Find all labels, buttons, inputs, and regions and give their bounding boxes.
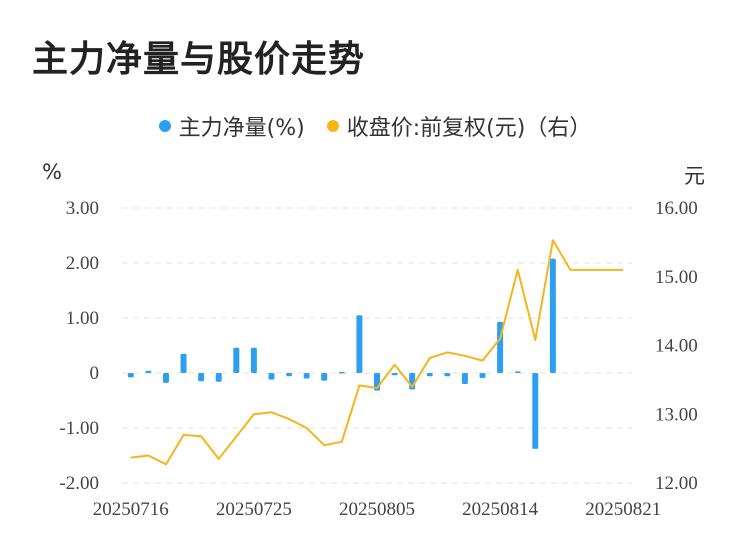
bar <box>321 373 328 381</box>
right-axis-unit: 元 <box>684 164 705 188</box>
bar <box>145 370 152 373</box>
legend-label-net-flow: 主力净量(%) <box>178 116 305 141</box>
chart-title: 主力净量与股价走势 <box>32 39 366 80</box>
bar <box>250 347 257 373</box>
bar <box>233 347 240 373</box>
right-tick-label: 16.00 <box>655 198 698 219</box>
left-tick-label: -2.00 <box>59 473 99 494</box>
legend-label-price: 收盘价:前复权(元)（右） <box>346 116 592 141</box>
bar <box>198 373 205 382</box>
legend-item-net-flow[interactable]: 主力净量(%) <box>158 110 305 142</box>
right-tick-label: 15.00 <box>655 267 698 288</box>
left-tick-label: 0 <box>90 363 100 384</box>
bar <box>338 371 345 374</box>
legend: 主力净量(%) 收盘价:前复权(元)（右） <box>0 110 750 142</box>
legend-item-price[interactable]: 收盘价:前复权(元)（右） <box>326 110 592 142</box>
bar <box>180 353 187 373</box>
x-tick-label: 20250821 <box>585 499 661 520</box>
bar <box>127 373 134 378</box>
x-tick-label: 20250725 <box>216 499 292 520</box>
bar <box>532 373 539 449</box>
left-tick-label: 3.00 <box>66 198 99 219</box>
bar <box>286 373 293 377</box>
bar <box>426 373 433 377</box>
bar <box>356 315 363 373</box>
left-tick-label: -1.00 <box>59 418 99 439</box>
right-tick-label: 12.00 <box>655 473 698 494</box>
bar <box>162 373 169 383</box>
legend-dot-bar <box>158 120 171 132</box>
left-axis-unit: % <box>42 160 62 184</box>
bar <box>303 373 310 379</box>
bar <box>268 373 275 380</box>
bar <box>514 371 521 373</box>
x-tick-label: 20250814 <box>462 499 539 520</box>
left-tick-label: 2.00 <box>66 253 99 274</box>
x-tick-label: 20250805 <box>339 499 415 520</box>
bar <box>549 258 556 373</box>
right-tick-label: 13.00 <box>655 404 698 425</box>
bar <box>391 373 398 376</box>
bar <box>479 373 486 378</box>
bar <box>461 373 468 384</box>
left-tick-label: 1.00 <box>66 308 99 329</box>
right-tick-label: 14.00 <box>655 336 698 357</box>
x-tick-label: 20250716 <box>93 499 169 520</box>
legend-dot-line <box>326 120 339 132</box>
price-line <box>130 239 624 466</box>
bar <box>444 373 451 377</box>
bar <box>215 373 222 382</box>
